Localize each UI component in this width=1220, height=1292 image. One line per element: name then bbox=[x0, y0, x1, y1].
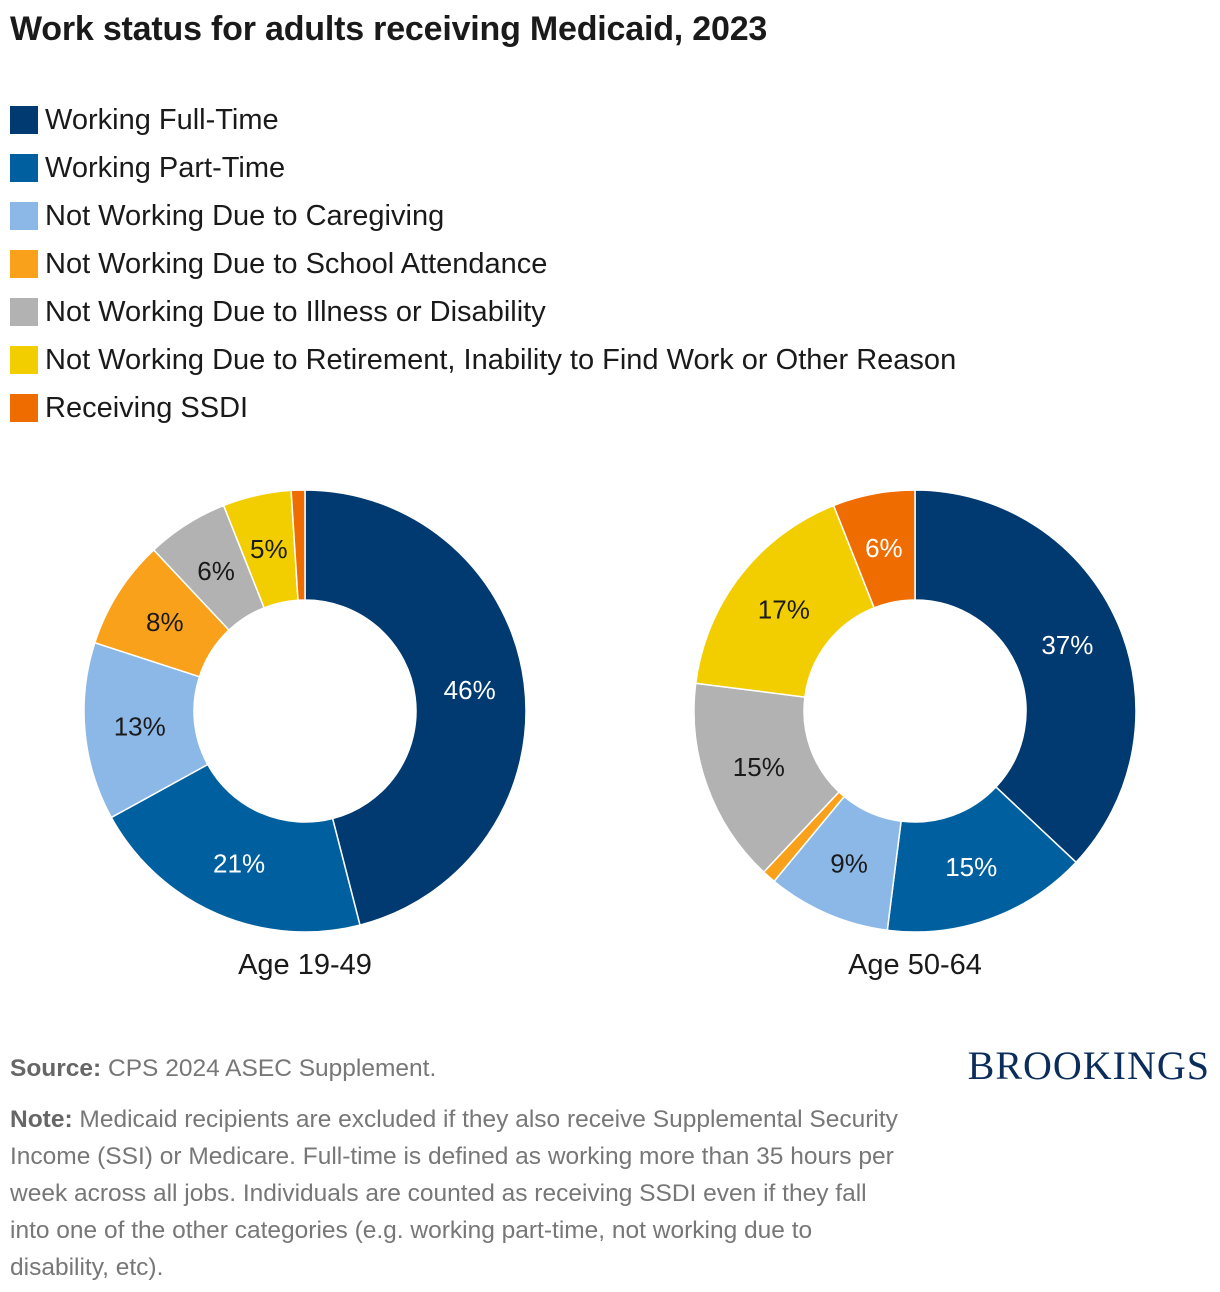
legend-item: Not Working Due to School Attendance bbox=[10, 240, 956, 288]
slice-label: 13% bbox=[114, 712, 166, 742]
donut-slice bbox=[110, 763, 361, 933]
legend-label: Not Working Due to School Attendance bbox=[45, 247, 548, 280]
slice-label: 6% bbox=[197, 556, 235, 586]
legend-item: Receiving SSDI bbox=[10, 384, 956, 432]
donut-charts: 46% 21% 13% 8% 6% 5% Age 19-49 37% 15% 9% 15% 17% 6%… bbox=[83, 489, 1137, 981]
brookings-logo: BROOKINGS bbox=[967, 1043, 1210, 1088]
legend-item: Working Full-Time bbox=[10, 96, 956, 144]
slice-label: 9% bbox=[830, 848, 868, 878]
legend-label: Not Working Due to Retirement, Inability… bbox=[45, 343, 957, 376]
donut-slice bbox=[886, 785, 1078, 933]
note-paragraph: Note: Medicaid recipients are excluded i… bbox=[10, 1101, 910, 1286]
legend-swatch bbox=[10, 346, 38, 374]
legend-swatch bbox=[10, 154, 38, 182]
slice-label: 15% bbox=[733, 752, 785, 782]
donut-title: Age 50-64 bbox=[848, 949, 982, 981]
source-line: Source: CPS 2024 ASEC Supplement. bbox=[10, 1050, 910, 1087]
source-text: CPS 2024 ASEC Supplement. bbox=[101, 1055, 437, 1082]
legend-label: Not Working Due to Caregiving bbox=[45, 199, 445, 232]
slice-label: 46% bbox=[444, 675, 496, 705]
legend-swatch bbox=[10, 106, 38, 134]
legend-item: Working Part-Time bbox=[10, 144, 956, 192]
chart-title: Work status for adults receiving Medicai… bbox=[10, 10, 768, 48]
slice-label: 5% bbox=[250, 534, 288, 564]
donut-slice bbox=[290, 489, 306, 602]
donut-slice bbox=[914, 489, 1137, 864]
legend-label: Receiving SSDI bbox=[45, 391, 249, 424]
slice-label: 15% bbox=[945, 852, 997, 882]
legend-swatch bbox=[10, 298, 38, 326]
legend-item: Not Working Due to Caregiving bbox=[10, 192, 956, 240]
legend-swatch bbox=[10, 250, 38, 278]
note-text: Medicaid recipients are excluded if they… bbox=[10, 1106, 898, 1281]
donut-slice bbox=[693, 682, 841, 874]
legend-label: Working Part-Time bbox=[45, 151, 286, 184]
slice-label: 8% bbox=[146, 607, 184, 637]
slice-label: 37% bbox=[1041, 630, 1093, 660]
legend-swatch bbox=[10, 202, 38, 230]
slice-label: 21% bbox=[213, 848, 265, 878]
slice-label: 6% bbox=[865, 533, 903, 563]
legend-label: Not Working Due to Illness or Disability bbox=[45, 295, 546, 328]
donut-slice bbox=[304, 489, 527, 926]
footer: Source: CPS 2024 ASEC Supplement. Note: … bbox=[10, 1050, 910, 1286]
legend-item: Not Working Due to Illness or Disability bbox=[10, 288, 956, 336]
source-label: Source: bbox=[10, 1055, 102, 1082]
donut-title: Age 19-49 bbox=[238, 949, 372, 981]
note-label: Note: bbox=[10, 1106, 73, 1133]
donut-slice bbox=[694, 504, 876, 698]
donut-slice bbox=[832, 489, 916, 609]
legend-swatch bbox=[10, 394, 38, 422]
legend-label: Working Full-Time bbox=[45, 103, 279, 136]
slice-label: 17% bbox=[758, 594, 810, 624]
legend: Working Full-Time Working Part-Time Not … bbox=[10, 96, 956, 432]
legend-item: Not Working Due to Retirement, Inability… bbox=[10, 336, 956, 384]
